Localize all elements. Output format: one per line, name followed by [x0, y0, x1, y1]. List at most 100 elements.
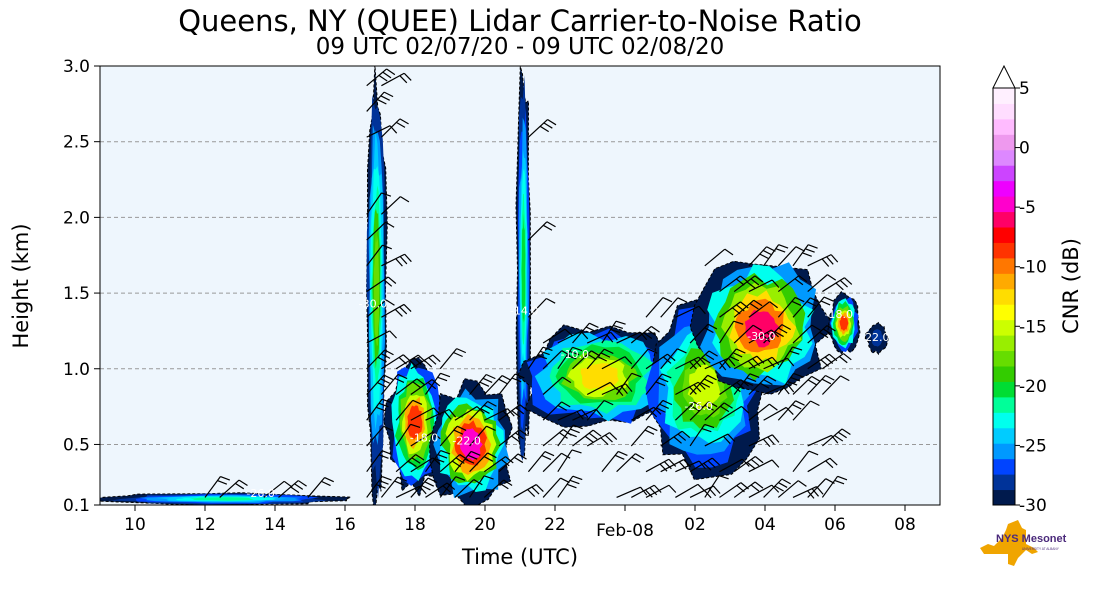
x-tick-label: 06 [824, 515, 846, 535]
cnr-contour [373, 230, 380, 346]
wind-barb-staff [557, 449, 573, 473]
wind-barb-staff [469, 425, 487, 447]
colorbar-segment [993, 118, 1015, 135]
wind-barb [601, 450, 628, 473]
wind-barb-flag [453, 429, 464, 435]
wind-barb-flag [647, 348, 658, 354]
wind-barb-flag [753, 299, 763, 307]
wind-barb [733, 275, 764, 293]
wind-barb-flag [382, 244, 392, 250]
wind-barb [792, 400, 820, 421]
wind-barb-flag [707, 374, 717, 381]
wind-barb [469, 400, 497, 421]
wind-barb-flag [423, 359, 433, 368]
wind-barb-flag [294, 483, 304, 490]
new-york-state-shape [980, 520, 1038, 566]
wind-barb-flag [385, 221, 395, 228]
wind-barb-flag [767, 436, 775, 445]
wind-barb-staff [645, 297, 664, 318]
wind-barb [557, 475, 583, 498]
wind-barb [631, 484, 662, 498]
wind-barb-staff [777, 346, 794, 370]
wind-barb-staff [748, 484, 773, 498]
wind-barb-flag [376, 484, 386, 489]
wind-barb-flag [498, 378, 508, 385]
wind-barb-staff [601, 451, 619, 473]
wind-barb-staff [542, 452, 562, 473]
wind-barb [777, 372, 804, 395]
colorbar-segment [993, 396, 1015, 413]
colorbar-segment [993, 103, 1015, 120]
wind-barb-staff [425, 408, 450, 421]
wind-barb-staff [733, 373, 751, 395]
wind-barb-flag [503, 479, 513, 486]
wind-barb [439, 476, 466, 498]
wind-barb-flag [720, 405, 730, 413]
wind-barb-flag [747, 360, 756, 369]
wind-barb-flag [383, 279, 393, 287]
wind-barb [425, 408, 457, 421]
wind-barb-flag [614, 454, 625, 460]
colorbar-tick-label: -15 [1019, 317, 1047, 337]
wind-barb [821, 375, 850, 395]
x-tick-label: 14 [264, 515, 286, 535]
wind-barb [748, 484, 780, 498]
wind-barb-flag [385, 299, 395, 306]
wind-barb-flag [839, 356, 848, 364]
wind-barb-staff [748, 434, 773, 447]
wind-barb-staff [792, 486, 817, 498]
wind-barb [616, 372, 642, 395]
wind-barb [822, 353, 852, 370]
wind-barb-flag [767, 359, 775, 368]
wind-barb-staff [381, 72, 405, 87]
wind-barb [792, 297, 820, 318]
wind-barb [777, 246, 806, 267]
wind-barb [748, 301, 778, 318]
wind-barb-flag [482, 377, 493, 384]
wind-barb-staff [572, 429, 594, 447]
wind-barb-flag [647, 329, 657, 336]
wind-barb-flag [470, 450, 481, 456]
wind-barb-flag [437, 454, 448, 459]
wind-barb-flag [787, 383, 795, 393]
wind-barb-flag [781, 324, 791, 331]
wind-barb [483, 479, 513, 498]
wind-barb-flag [655, 381, 666, 387]
wind-barb-flag [572, 346, 583, 352]
wind-barb-staff [763, 244, 780, 267]
wind-barb-flag [394, 308, 403, 317]
wind-barb-flag [595, 408, 604, 418]
wind-barb-staff [527, 119, 548, 138]
wind-barb [660, 430, 691, 447]
wind-barb-flag [659, 403, 669, 409]
wind-barb-staff [380, 476, 399, 498]
wind-barb [822, 277, 853, 293]
colorbar-segment [993, 257, 1015, 274]
wind-barb-staff [380, 196, 401, 215]
wind-barb-flag [754, 275, 764, 283]
wind-barb-flag [384, 349, 394, 356]
wind-barb-staff [807, 434, 832, 447]
wind-barb [733, 456, 764, 473]
wind-barb-flag [543, 224, 553, 231]
wind-barb-flag [446, 482, 456, 490]
wind-barb-flag [424, 481, 435, 487]
wind-barb-flag [781, 478, 791, 485]
wind-barb-staff [792, 450, 810, 473]
wind-barb-flag [724, 248, 734, 256]
wind-barb-flag [483, 404, 494, 411]
wind-barb-flag [754, 456, 764, 464]
wind-barb-staff [381, 303, 405, 318]
wind-barb-flag [653, 484, 662, 493]
wind-barb-flag [539, 125, 549, 133]
wind-barb-flag [829, 457, 838, 466]
wind-barb-flag [514, 373, 525, 379]
cnr-region [517, 324, 675, 428]
wind-barb [381, 253, 412, 267]
wind-barb [704, 402, 733, 421]
wind-barb-flag [382, 71, 392, 79]
colorbar: 5 0 -5 -10 -15 -20 -25 -30 [992, 64, 1047, 516]
wind-barb-flag [681, 430, 691, 439]
wind-barb-flag [613, 324, 624, 329]
y-tick-label: 0.1 [63, 496, 90, 516]
